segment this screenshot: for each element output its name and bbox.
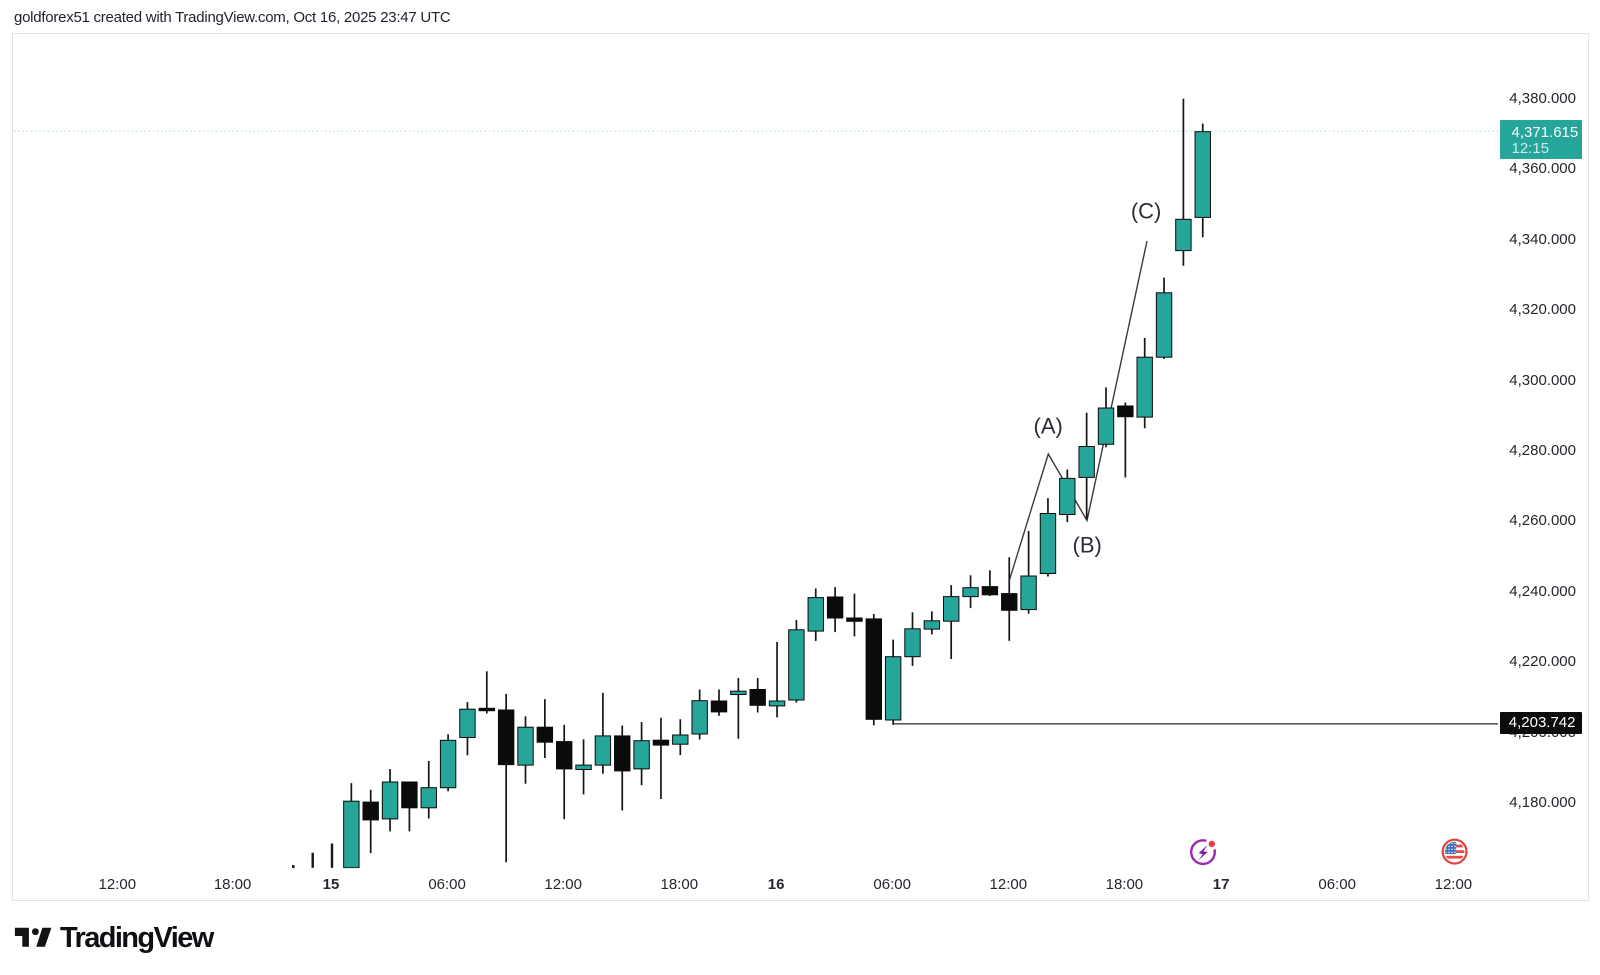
svg-text:(B): (B) [1073,532,1102,557]
svg-text:(C): (C) [1131,198,1162,223]
svg-text:(A): (A) [1034,413,1063,438]
